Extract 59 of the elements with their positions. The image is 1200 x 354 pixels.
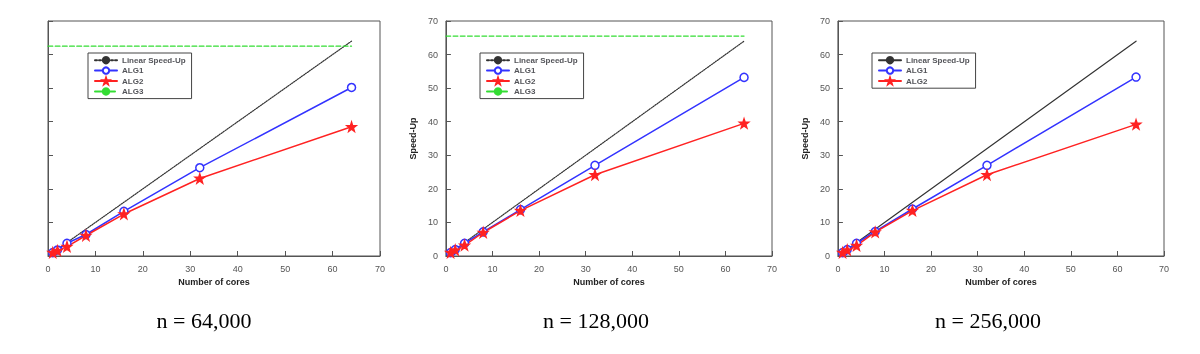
x-tick-label: 50 bbox=[673, 263, 684, 274]
y-tick-label: 30 bbox=[427, 150, 438, 161]
legend-label: ALG2 bbox=[514, 76, 536, 86]
x-tick-label: 50 bbox=[280, 263, 291, 274]
legend-label: ALG1 bbox=[906, 66, 928, 76]
x-tick-label: 70 bbox=[1158, 263, 1170, 274]
y-tick-label: 0 bbox=[432, 251, 438, 261]
x-axis-title: Number of cores bbox=[178, 277, 250, 288]
legend-label: ALG1 bbox=[122, 66, 144, 76]
text: n = 256,000 bbox=[935, 307, 1041, 333]
y-axis-title: Speed-Up bbox=[407, 117, 418, 160]
y-tick-label: 70 bbox=[427, 16, 438, 26]
legend-label: ALG3 bbox=[122, 86, 144, 96]
y-tick-label: 40 bbox=[427, 116, 438, 127]
y-tick-label: 40 bbox=[819, 116, 830, 127]
y-tick-label: 60 bbox=[819, 49, 830, 60]
x-tick-label: 20 bbox=[534, 263, 545, 274]
y-tick-label: 60 bbox=[427, 49, 438, 60]
y-tick-label: 10 bbox=[819, 217, 830, 228]
x-tick-label: 40 bbox=[627, 263, 638, 274]
x-tick-label: 30 bbox=[972, 263, 983, 274]
y-tick-label: 50 bbox=[819, 83, 830, 94]
x-tick-label: 40 bbox=[232, 263, 243, 274]
legend-label: Linear Speed-Up bbox=[906, 55, 970, 65]
x-tick-label: 70 bbox=[374, 263, 386, 274]
x-tick-label: 70 bbox=[766, 263, 778, 274]
legend-label: Linear Speed-Up bbox=[122, 55, 186, 65]
y-tick-label: 0 bbox=[824, 251, 830, 261]
y-tick-label: 30 bbox=[819, 150, 830, 161]
x-axis-title: Number of cores bbox=[573, 277, 645, 288]
y-tick-label: 20 bbox=[819, 183, 830, 194]
text: n = 64,000 bbox=[156, 307, 252, 333]
x-tick-label: 60 bbox=[1112, 263, 1123, 274]
y-tick-label: 50 bbox=[427, 83, 438, 94]
y-tick-label: 10 bbox=[427, 217, 438, 228]
x-tick-label: 40 bbox=[1019, 263, 1030, 274]
text: n = 128,000 bbox=[543, 307, 649, 333]
x-tick-label: 50 bbox=[1065, 263, 1076, 274]
x-axis-title: Number of cores bbox=[965, 277, 1037, 288]
legend-label: ALG3 bbox=[514, 86, 536, 96]
legend-label: ALG2 bbox=[122, 76, 144, 86]
x-tick-label: 0 bbox=[835, 263, 841, 274]
y-axis-title: Speed-Up bbox=[799, 117, 810, 160]
x-tick-label: 20 bbox=[926, 263, 937, 274]
x-tick-label: 10 bbox=[879, 263, 890, 274]
x-tick-label: 60 bbox=[720, 263, 731, 274]
y-tick-label: 20 bbox=[427, 183, 438, 194]
y-tick-label: 70 bbox=[819, 16, 830, 26]
legend-label: Linear Speed-Up bbox=[514, 55, 578, 65]
x-tick-label: 0 bbox=[443, 263, 449, 274]
x-tick-label: 20 bbox=[137, 263, 148, 274]
legend-label: ALG2 bbox=[906, 76, 928, 86]
x-tick-label: 10 bbox=[90, 263, 101, 274]
x-tick-label: 60 bbox=[327, 263, 338, 274]
x-tick-label: 10 bbox=[487, 263, 498, 274]
legend-label: ALG1 bbox=[514, 66, 536, 76]
x-tick-label: 30 bbox=[580, 263, 591, 274]
x-tick-label: 30 bbox=[185, 263, 196, 274]
x-tick-label: 0 bbox=[45, 263, 51, 274]
